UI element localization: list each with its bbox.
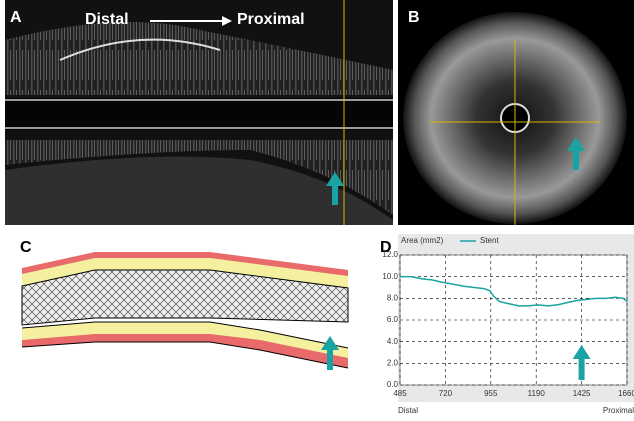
x-tick-label: 1190: [528, 389, 546, 398]
y-axis-label: Area (mm2): [401, 236, 444, 245]
panel-a: A Distal Proximal: [5, 0, 393, 225]
annotation: Proximal: [237, 11, 305, 28]
panel-d: D Area (mm2) Distal Proximal: [380, 234, 634, 415]
x-tick-label: 720: [439, 389, 453, 398]
x-tick-label: 485: [393, 389, 407, 398]
panel-b: B: [398, 0, 634, 225]
x-tick-label: 1660: [618, 389, 634, 398]
panel-c: C: [20, 239, 348, 370]
x-start-label: Distal: [398, 406, 418, 415]
annotation: Distal: [85, 11, 129, 28]
x-tick-label: 1425: [573, 389, 591, 398]
panel-label: A: [10, 9, 22, 26]
y-tick-label: 2.0: [387, 358, 399, 367]
y-tick-label: 0.0: [387, 380, 399, 389]
legend-label: Stent: [480, 236, 499, 245]
x-end-label: Proximal: [603, 406, 634, 415]
panel-label: C: [20, 239, 32, 256]
y-tick-label: 6.0: [387, 315, 399, 324]
catheter-band: [5, 98, 393, 130]
y-tick-label: 10.0: [382, 272, 398, 281]
panel-label: B: [408, 9, 420, 26]
x-tick-label: 955: [484, 389, 498, 398]
y-tick-label: 4.0: [387, 337, 399, 346]
figure: A Distal Proximal B C D Area (mm2) Dista…: [0, 0, 634, 421]
y-tick-label: 12.0: [382, 250, 398, 259]
y-tick-label: 8.0: [387, 293, 399, 302]
